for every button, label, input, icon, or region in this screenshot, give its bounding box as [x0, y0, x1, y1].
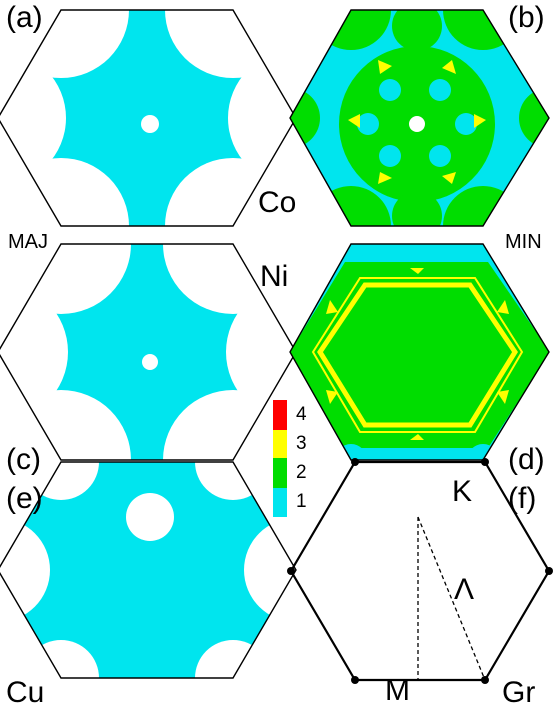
bz-label-m: M [385, 674, 410, 707]
metal-label-cu: Cu [6, 676, 45, 709]
panel-f-brillouin-zone [287, 458, 553, 684]
panel-b-bz-outline [289, 9, 550, 227]
panel-b-co-minority [289, 9, 550, 227]
metal-label-gr: Gr [502, 676, 536, 709]
colorbar-swatch-1 [273, 488, 287, 517]
colorbar-tick-2: 2 [296, 462, 307, 483]
bz-label-lambda: Λ [454, 573, 475, 606]
spin-label-majority: MAJ [8, 231, 48, 253]
panel-c-bz-outline [0, 243, 297, 461]
colorbar-tick-4: 4 [296, 404, 307, 425]
panel-a-bz-outline [0, 9, 297, 227]
panel-d-ni-minority [289, 243, 550, 461]
colorbar-tick-1: 1 [296, 491, 307, 512]
colorbar-swatch-4 [273, 400, 287, 430]
panel-label-f: (f) [508, 482, 537, 515]
panel-label-d: (d) [508, 443, 545, 476]
panel-f-lambda-path [417, 516, 486, 681]
panel-e-center-pocket [126, 493, 174, 541]
panel-label-c: (c) [6, 443, 41, 476]
panel-f-k-point-marker [287, 567, 295, 575]
bz-label-k: K [452, 475, 473, 508]
colorbar-swatch-3 [273, 430, 287, 458]
panel-f-k-point-marker [481, 458, 489, 466]
spin-label-minority: MIN [505, 231, 542, 253]
panel-label-b: (b) [508, 1, 545, 34]
panel-e-bz-outline [0, 461, 297, 679]
panel-f-k-point-marker [545, 567, 553, 575]
panel-f-k-point-marker [351, 676, 359, 684]
panel-a-center-pocket [141, 115, 159, 133]
colorbar-swatch-2 [273, 458, 287, 488]
colorbar-tick-3: 3 [296, 433, 307, 454]
panel-label-e: (e) [6, 482, 43, 515]
colorbar [273, 400, 287, 517]
panel-label-a: (a) [6, 1, 43, 34]
panel-f-k-point-marker [351, 458, 359, 466]
metal-label-ni: Ni [260, 260, 289, 293]
panel-e-cu [0, 461, 297, 679]
metal-label-co: Co [258, 186, 297, 219]
